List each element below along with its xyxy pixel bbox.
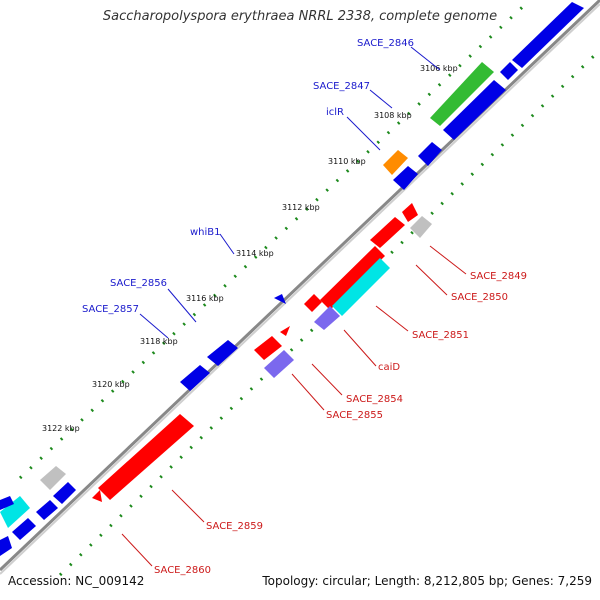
gene-red-2859[interactable] — [98, 414, 194, 500]
label-sace-2847: SACE_2847 — [313, 81, 370, 92]
label-sace-2856: SACE_2856 — [110, 278, 167, 289]
leader-2847 — [369, 89, 393, 109]
gene-blue-2846b[interactable] — [500, 62, 518, 80]
leader-caid — [343, 329, 377, 367]
label-whib1: whiB1 — [190, 227, 221, 238]
label-sace-2854: SACE_2854 — [346, 394, 403, 405]
label-sace-2859: SACE_2859 — [206, 521, 263, 532]
leader-2850 — [415, 264, 448, 296]
gene-blue-iclr-a[interactable] — [418, 142, 442, 166]
reverse-genes — [92, 203, 432, 502]
gene-gray-2849[interactable] — [410, 216, 432, 238]
gene-purple-2855[interactable] — [264, 350, 294, 378]
gene-purple-caid[interactable] — [314, 306, 340, 330]
reverse-leaders — [121, 245, 467, 567]
gene-blue-2857[interactable] — [180, 365, 210, 391]
gene-red-2849[interactable] — [402, 203, 418, 222]
gene-blue-left-c[interactable] — [12, 518, 36, 540]
label-caid: caiD — [378, 362, 400, 373]
genome-backbone — [0, 0, 600, 572]
scale-label-3118: 3118 kbp — [140, 337, 178, 346]
gene-red-2850[interactable] — [370, 217, 405, 248]
label-sace-2846: SACE_2846 — [357, 38, 414, 49]
accession-text: Accession: NC_009142 — [8, 574, 145, 588]
gene-red-2860[interactable] — [92, 490, 102, 502]
forward-leaders — [139, 46, 441, 339]
label-sace-2850: SACE_2850 — [451, 292, 508, 303]
gene-blue-left-e[interactable] — [0, 496, 14, 510]
leader-2856 — [167, 288, 197, 323]
gene-red-2851[interactable] — [320, 246, 385, 310]
gene-green-2846[interactable] — [430, 62, 494, 126]
map-title: Saccharopolyspora erythraea NRRL 2338, c… — [102, 9, 498, 24]
scale-label-3110: 3110 kbp — [328, 157, 366, 166]
genome-backbone-shadow — [0, 3, 600, 575]
leader-2860 — [121, 533, 153, 567]
label-sace-2851: SACE_2851 — [412, 330, 469, 341]
scale-label-3112: 3112 kbp — [282, 203, 320, 212]
gene-cyan-2851[interactable] — [332, 258, 390, 316]
label-sace-2849: SACE_2849 — [470, 271, 527, 282]
leader-whib1 — [219, 233, 235, 255]
gene-blue-left-b[interactable] — [36, 500, 58, 520]
scale-label-3122: 3122 kbp — [42, 424, 80, 433]
gene-blue-2856[interactable] — [207, 340, 238, 366]
gene-cyan-left[interactable] — [0, 496, 30, 528]
gene-orange-iclr[interactable] — [383, 150, 408, 175]
gene-blue-left-a[interactable] — [53, 482, 76, 504]
gene-blue-whib1[interactable] — [274, 294, 286, 304]
scale-labels: 3106 kbp 3108 kbp 3110 kbp 3112 kbp 3114… — [42, 64, 458, 433]
gene-blue-iclr-b[interactable] — [393, 166, 418, 190]
gene-blue-left-d[interactable] — [0, 536, 12, 556]
leader-2851 — [375, 305, 409, 332]
gene-blue-2846a[interactable] — [512, 2, 584, 68]
gene-red-2854[interactable] — [254, 336, 282, 360]
forward-labels: SACE_2846 SACE_2847 iclR whiB1 SACE_2856… — [82, 38, 414, 315]
gene-gray-left[interactable] — [40, 466, 66, 490]
forward-genes — [0, 2, 584, 556]
gene-red-small[interactable] — [304, 294, 322, 312]
topology-summary-text: Topology: circular; Length: 8,212,805 bp… — [262, 574, 592, 588]
leader-2854 — [311, 363, 343, 396]
scale-label-3120: 3120 kbp — [92, 380, 130, 389]
leader-2857 — [139, 313, 169, 339]
leader-2849 — [429, 245, 467, 275]
leader-iclr — [346, 116, 381, 151]
label-sace-2860: SACE_2860 — [154, 565, 211, 576]
leader-2846 — [410, 46, 441, 71]
label-sace-2857: SACE_2857 — [82, 304, 139, 315]
scale-label-3114: 3114 kbp — [236, 249, 274, 258]
leader-2855 — [291, 373, 325, 411]
reverse-labels: SACE_2849 SACE_2850 SACE_2851 caiD SACE_… — [154, 271, 527, 576]
scale-label-3108: 3108 kbp — [374, 111, 412, 120]
gene-red-2854-tip[interactable] — [280, 326, 290, 336]
label-iclr: iclR — [326, 107, 344, 118]
leader-2859 — [171, 489, 205, 523]
gene-blue-2847[interactable] — [443, 80, 506, 140]
label-sace-2855: SACE_2855 — [326, 410, 383, 421]
scale-label-3116: 3116 kbp — [186, 294, 224, 303]
